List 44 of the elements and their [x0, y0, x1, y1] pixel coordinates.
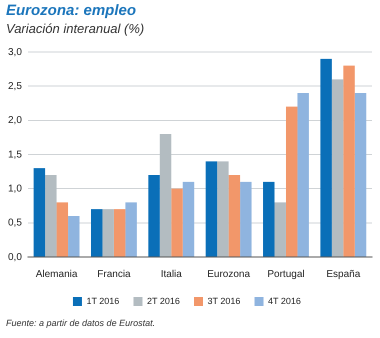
bar: [286, 106, 298, 256]
bar: [228, 175, 240, 256]
bar: [114, 209, 126, 256]
bar: [160, 134, 172, 256]
bar: [102, 209, 114, 256]
bar: [68, 216, 80, 256]
chart-subtitle: Variación interanual (%): [6, 21, 144, 36]
bar: [56, 202, 68, 256]
legend-label: 1T 2016: [86, 296, 120, 306]
bar: [148, 175, 160, 256]
bar: [171, 188, 183, 256]
y-tick-label: 0,5: [8, 218, 22, 229]
bar: [263, 182, 275, 256]
legend-label: 4T 2016: [268, 296, 301, 306]
bar: [274, 202, 286, 256]
y-tick-label: 3,0: [8, 46, 22, 58]
x-tick-label: España: [326, 268, 361, 280]
bar: [217, 161, 229, 256]
source-note: Fuente: a partir de datos de Eurostat.: [6, 318, 156, 328]
y-tick-label: 1,5: [8, 149, 22, 160]
bar: [297, 93, 309, 256]
y-tick-label: 0,0: [8, 252, 22, 263]
bar: [34, 168, 46, 256]
bar: [182, 182, 194, 256]
x-tick-label: Eurozona: [207, 268, 250, 280]
bar: [240, 182, 252, 256]
bar: [354, 93, 366, 256]
bar: [332, 79, 344, 256]
bar: [206, 161, 218, 256]
x-tick-label: Alemania: [36, 268, 78, 280]
legend-label: 3T 2016: [208, 296, 240, 306]
bar: [320, 58, 332, 256]
legend-label: 2T 2016: [146, 296, 180, 306]
chart-title: Eurozona: empleo: [6, 2, 136, 19]
bar: [125, 202, 137, 256]
y-tick-label: 2,0: [8, 115, 22, 126]
x-tick-label: Francia: [97, 268, 132, 280]
x-tick-label: Italia: [160, 268, 182, 280]
bar: [45, 175, 57, 256]
bar: [343, 66, 355, 256]
y-tick-label: 1,0: [8, 183, 22, 194]
x-tick-label: Portugal: [267, 268, 305, 280]
y-tick-label: 2,5: [8, 80, 22, 92]
bar: [90, 209, 102, 256]
